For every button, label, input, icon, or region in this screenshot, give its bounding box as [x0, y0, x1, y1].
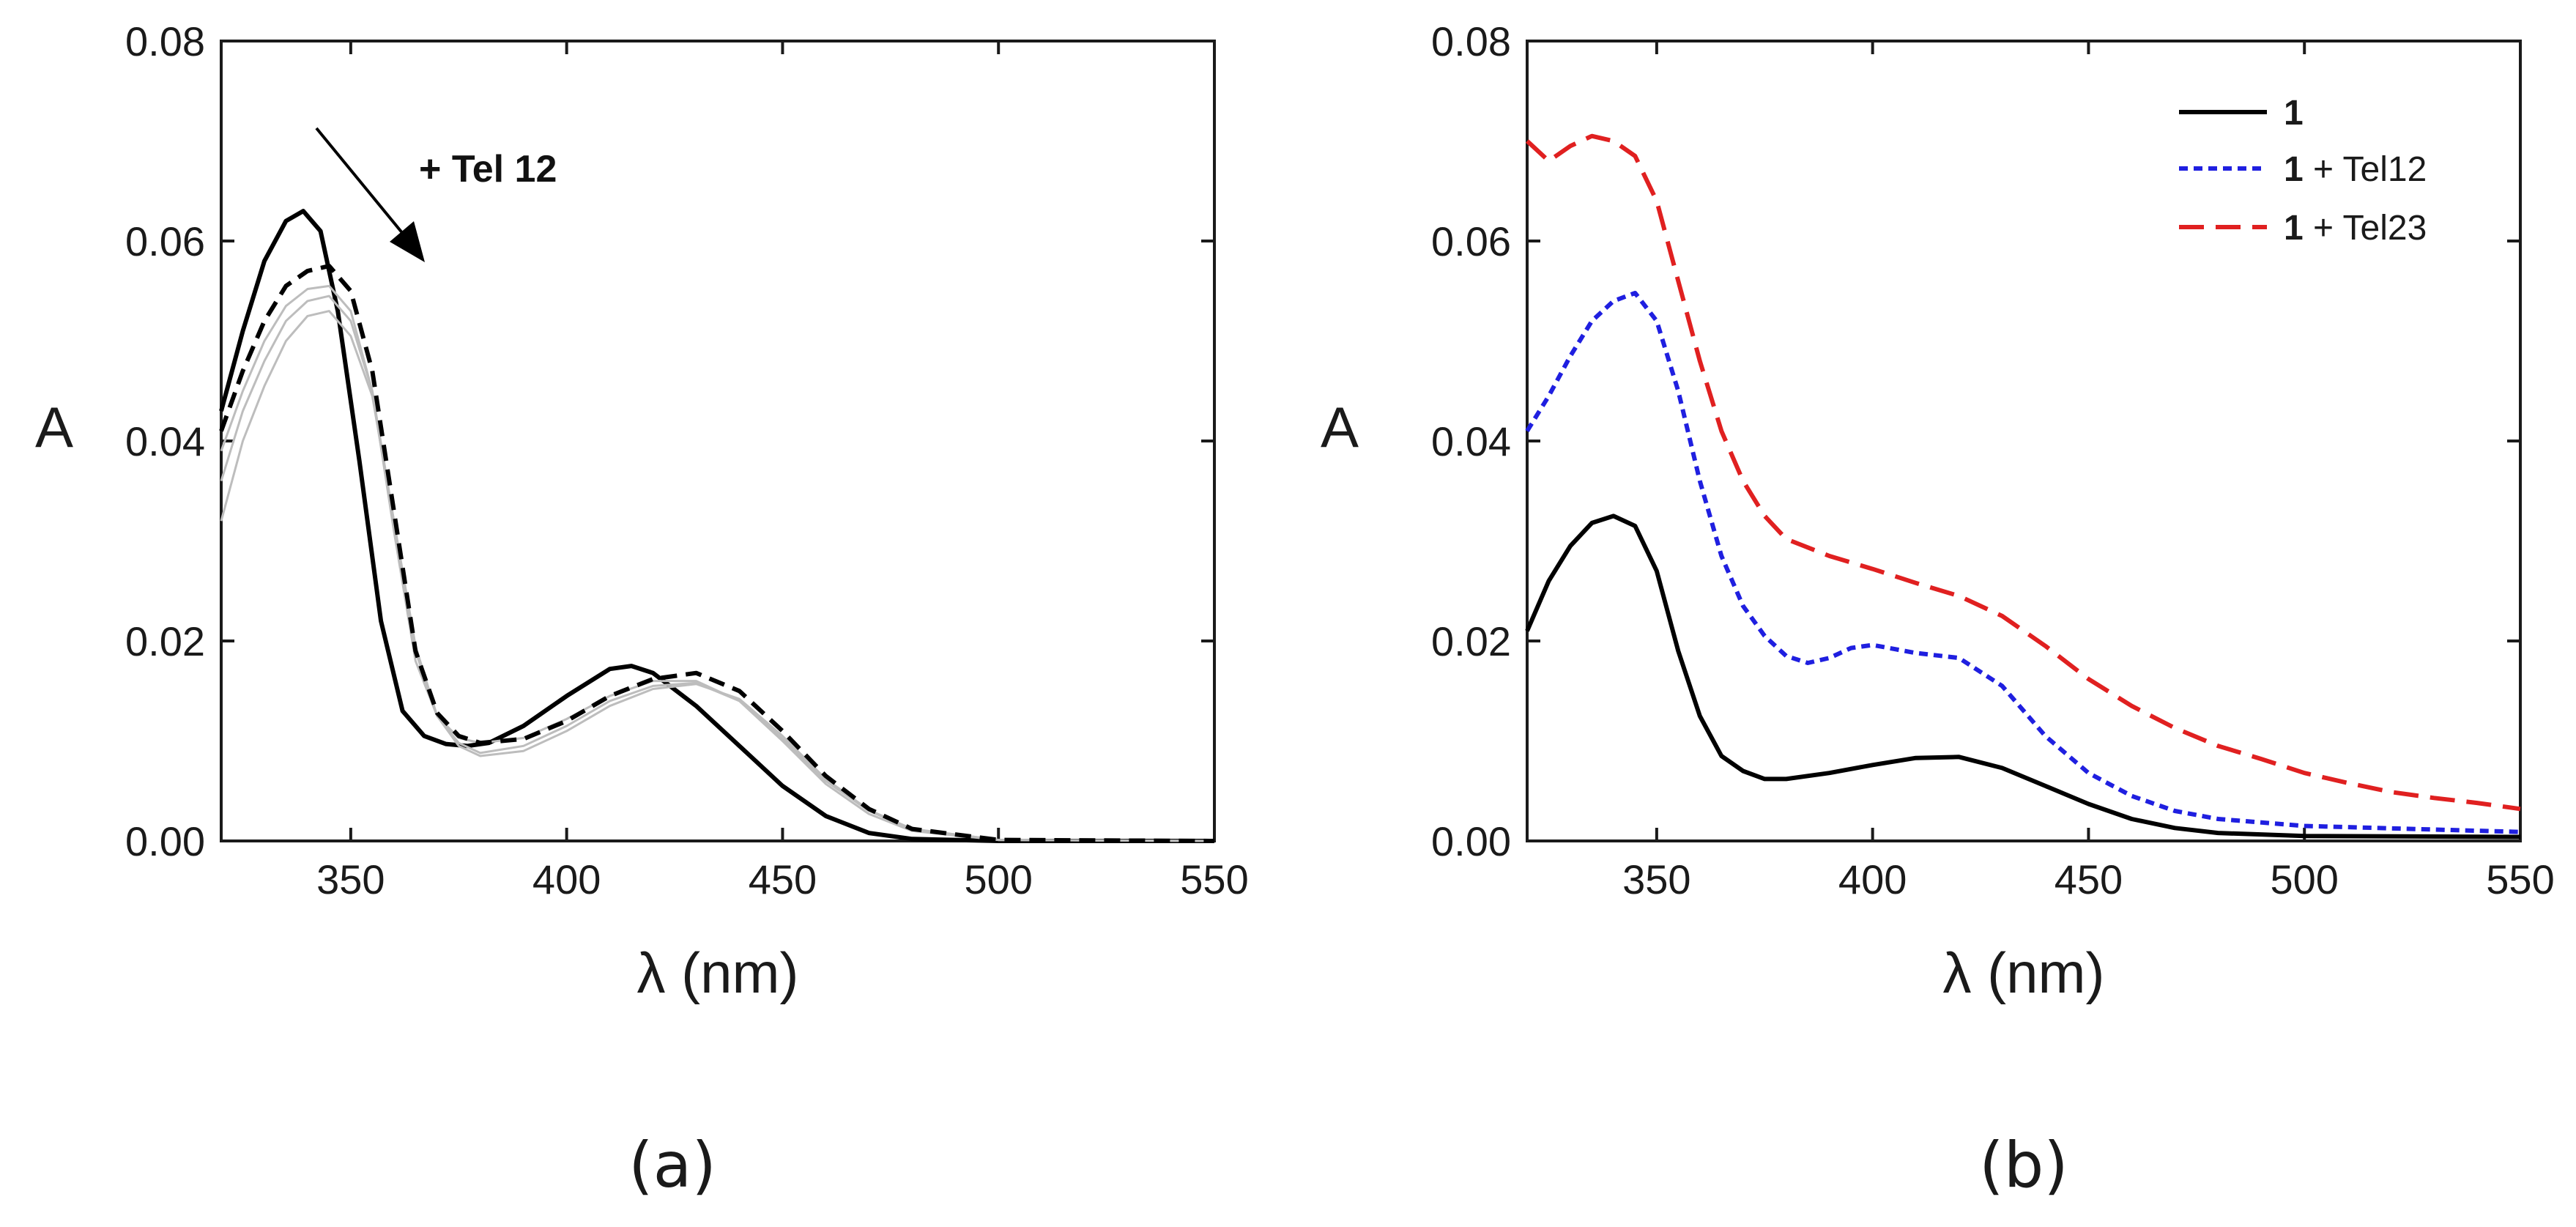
y-ticks-b: 0.00 0.02 0.04 0.06 0.08 [1431, 18, 2520, 864]
annotation-arrow [315, 127, 408, 240]
y-tick-label: 0.00 [125, 818, 205, 864]
legend-item: 1 + Tel23 [2179, 209, 2427, 248]
annotation-text: + Tel 12 [419, 148, 557, 190]
y-tick-label: 0.08 [1431, 18, 1511, 64]
series-line-a-1 [219, 209, 1214, 843]
y-tick-label: 0.08 [125, 18, 205, 64]
x-tick-label: 550 [2486, 856, 2554, 902]
panel-label-a: (a) [628, 1129, 716, 1202]
legend-label-bold: 1 [2284, 94, 2304, 133]
y-tick-label: 0.00 [1431, 818, 1511, 864]
plot-frame-a [220, 40, 1216, 842]
x-tick-label: 400 [532, 856, 601, 902]
legend-label: + Tel12 [2304, 150, 2427, 189]
series-line-a-5 [219, 264, 1215, 843]
y-tick-label: 0.02 [125, 618, 205, 664]
y-tick-label: 0.06 [125, 218, 205, 264]
series-line-a-4 [220, 310, 1215, 842]
series-line-a-3 [220, 294, 1215, 842]
y-ticks-a: 0.00 0.02 0.04 0.06 0.08 [125, 18, 1214, 864]
x-tick-label: 550 [1180, 856, 1248, 902]
x-tick-label: 450 [2055, 856, 2123, 902]
x-ticks-a: 350 400 450 500 550 [316, 41, 1249, 902]
x-tick-label: 500 [964, 856, 1032, 902]
series-line-b-1 [1525, 514, 2521, 839]
y-axis-label-b: A [1321, 395, 1359, 459]
x-axis-label-a: λ (nm) [637, 941, 799, 1005]
x-tick-label: 350 [316, 856, 385, 902]
legend: 1 1 + Tel12 1 + Tel23 [2179, 94, 2427, 248]
y-tick-label: 0.06 [1431, 218, 1511, 264]
legend-item: 1 + Tel12 [2179, 150, 2427, 189]
legend-item: 1 [2179, 94, 2304, 133]
x-axis-label-b: λ (nm) [1943, 941, 2105, 1005]
x-tick-label: 500 [2270, 856, 2338, 902]
svg-text:1 + Tel12: 1 + Tel12 [2284, 150, 2427, 189]
y-tick-label: 0.04 [125, 418, 205, 464]
svg-text:1 + Tel23: 1 + Tel23 [2284, 209, 2427, 248]
series-group-b [1525, 133, 2521, 839]
x-tick-label: 450 [749, 856, 817, 902]
x-tick-label: 400 [1838, 856, 1907, 902]
legend-label-bold: 1 [2284, 150, 2304, 189]
series-line-b-2 [1525, 291, 2521, 834]
x-ticks-b: 350 400 450 500 550 [1622, 41, 2555, 902]
annotation-arrowhead [390, 221, 425, 262]
panel-label-b: (b) [1979, 1129, 2068, 1202]
svg-text:1: 1 [2284, 94, 2304, 133]
y-tick-label: 0.02 [1431, 618, 1511, 664]
legend-label: + Tel23 [2304, 209, 2427, 248]
series-group-a [219, 209, 1215, 843]
legend-label-bold: 1 [2284, 209, 2304, 248]
x-tick-label: 350 [1622, 856, 1690, 902]
y-axis-label-a: A [35, 395, 73, 459]
chart-panel-a: 0.00 0.02 0.04 0.06 0.08 350 400 450 500 550 A λ… [35, 18, 1249, 1202]
y-tick-label: 0.04 [1431, 418, 1511, 464]
chart-panel-b: 0.00 0.02 0.04 0.06 0.08 350 400 450 500 550 A λ… [1321, 18, 2555, 1202]
series-line-a-2 [220, 284, 1215, 842]
series-line-b-3 [1525, 133, 2521, 812]
